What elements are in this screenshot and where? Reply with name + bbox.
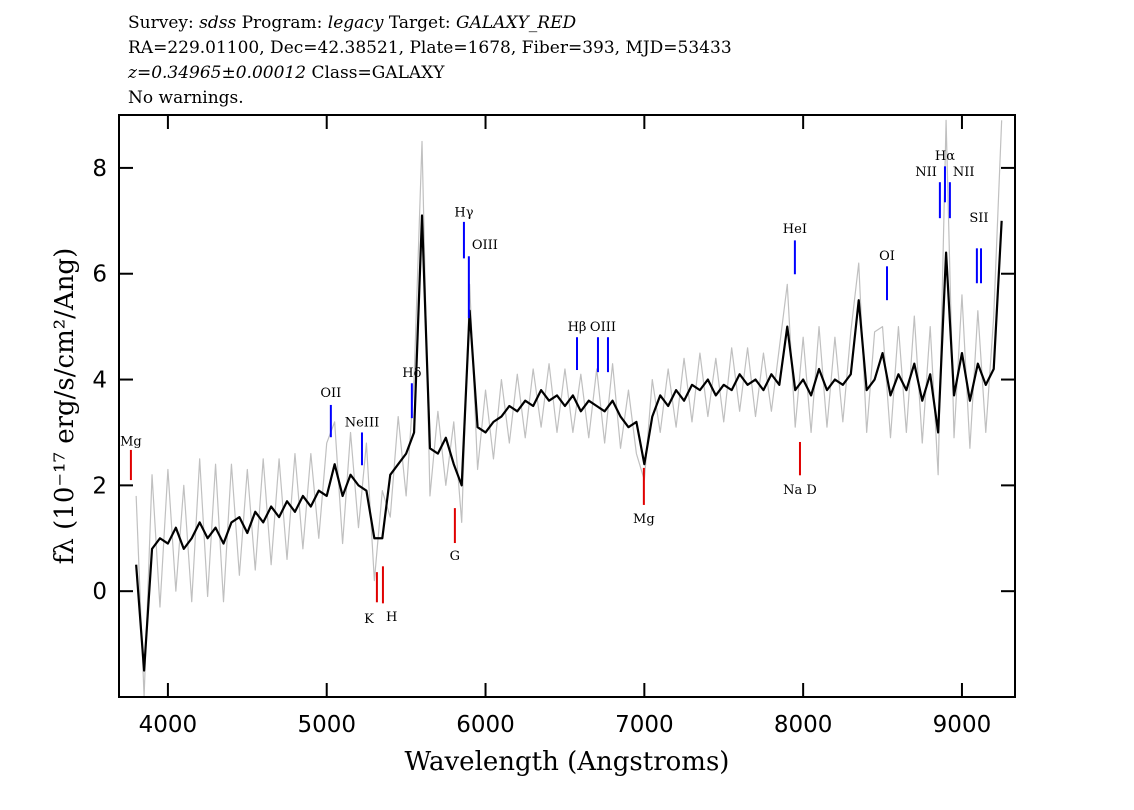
x-tick-label: 7000 xyxy=(615,712,674,738)
line-label: Mg xyxy=(633,512,655,527)
header: Survey: sdss Program: legacy Target: GAL… xyxy=(127,13,732,108)
header-segment: RA=229.01100, Dec=42.38521, Plate=1678, … xyxy=(128,38,732,58)
plot-area xyxy=(135,119,1003,697)
line-label: NeIII xyxy=(345,415,379,430)
line-label: Hα xyxy=(935,149,955,164)
header-segment: No warnings. xyxy=(128,88,244,108)
axes-frame xyxy=(118,114,1016,698)
x-tick-label: 8000 xyxy=(774,712,833,738)
header-segment: legacy xyxy=(328,13,384,33)
spectrum-line xyxy=(135,214,1003,672)
line-label: NII xyxy=(953,165,975,180)
line-label: Hγ xyxy=(454,205,473,220)
line-label: Mg xyxy=(120,434,142,449)
x-tick-label: 6000 xyxy=(456,712,515,738)
y-tick-label: 8 xyxy=(92,156,107,182)
y-tick-label: 0 xyxy=(92,579,107,605)
y-tick-label: 2 xyxy=(92,473,107,499)
header-line: z=0.34965±0.00012 Class=GALAXY xyxy=(127,63,445,83)
header-segment: z=0.34965±0.00012 xyxy=(127,63,306,83)
header-segment: Program: xyxy=(236,13,328,33)
line-label: OIII xyxy=(590,320,616,335)
line-label: OIII xyxy=(472,238,498,253)
header-segment: GALAXY_RED xyxy=(456,13,576,33)
line-label: Na D xyxy=(783,483,817,498)
header-line: RA=229.01100, Dec=42.38521, Plate=1678, … xyxy=(128,38,732,58)
header-segment: Target: xyxy=(383,13,456,33)
header-line: Survey: sdss Program: legacy Target: GAL… xyxy=(128,13,576,33)
y-tick-label: 6 xyxy=(92,262,107,288)
x-axis-title: Wavelength (Angstroms) xyxy=(405,747,730,777)
header-line: No warnings. xyxy=(128,88,244,108)
line-label: OI xyxy=(879,249,895,264)
line-label: Hβ xyxy=(568,320,587,335)
y-tick-label: 4 xyxy=(92,368,107,394)
line-label: K xyxy=(364,612,374,627)
line-label: Hδ xyxy=(402,366,421,381)
line-label: SII xyxy=(969,211,988,226)
x-tick-label: 5000 xyxy=(297,712,356,738)
line-label: G xyxy=(450,549,460,564)
axes: 4000 5000 6000 7000 8000 9000 0 2 4 6 8 xyxy=(92,115,1015,738)
line-label: NII xyxy=(915,165,937,180)
x-tick-label: 4000 xyxy=(139,712,198,738)
line-label: OII xyxy=(320,386,341,401)
header-segment: Survey: xyxy=(128,13,199,33)
line-label: HeI xyxy=(783,222,807,237)
line-label: H xyxy=(386,610,397,625)
spectrum-line xyxy=(135,119,1003,697)
x-tick-label: 9000 xyxy=(933,712,992,738)
y-axis-title: fλ (10⁻¹⁷ erg/s/cm²/Ang) xyxy=(50,248,80,564)
header-segment: Class=GALAXY xyxy=(306,63,445,83)
header-segment: sdss xyxy=(199,13,236,33)
